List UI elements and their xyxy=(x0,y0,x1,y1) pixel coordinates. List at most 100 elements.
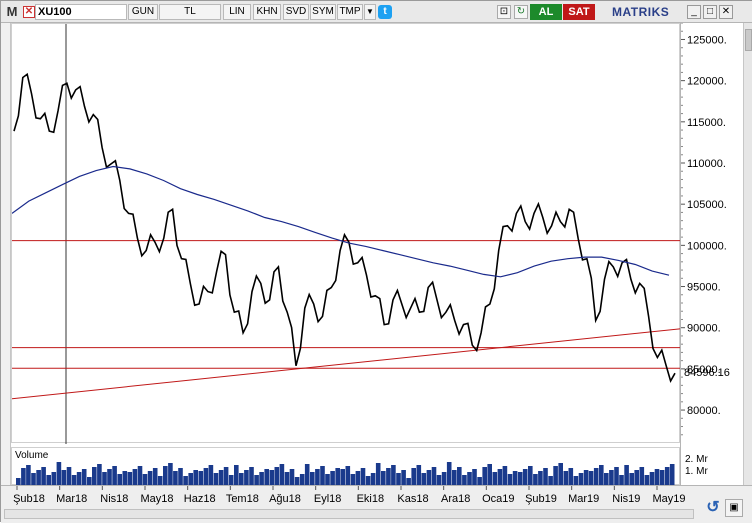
volume-bar xyxy=(599,465,604,486)
window-close-icon[interactable]: ✕ xyxy=(719,5,733,19)
currency-button[interactable]: TL xyxy=(159,4,221,20)
volume-bar xyxy=(583,470,589,486)
volume-bar xyxy=(436,475,442,486)
refresh-icon[interactable]: ↻ xyxy=(514,5,528,19)
volume-tick-label: 1. Mr xyxy=(685,466,708,477)
x-tick-label: Şub18 xyxy=(13,493,45,505)
chart-settings-icon[interactable]: ⊡ xyxy=(497,5,511,19)
volume-bar xyxy=(41,467,46,486)
x-tick-label: Eki18 xyxy=(357,493,385,505)
volume-bar xyxy=(659,470,665,486)
volume-bar xyxy=(360,468,366,486)
volume-bar xyxy=(157,476,163,486)
volume-bar xyxy=(284,472,290,486)
volume-bar xyxy=(66,467,72,486)
chevron-down-icon[interactable]: ▼ xyxy=(364,4,376,20)
close-symbol-icon[interactable]: ✕ xyxy=(23,6,35,18)
volume-bar xyxy=(36,470,41,486)
khn-button[interactable]: KHN xyxy=(253,4,281,20)
volume-bar xyxy=(340,469,345,486)
volume-bar xyxy=(218,470,224,486)
x-tick-label: Ara18 xyxy=(441,493,470,505)
y-tick-label: 95000. xyxy=(687,282,721,294)
volume-bar xyxy=(259,472,264,486)
last-value-label: 84596.16 xyxy=(684,367,730,379)
volume-bar xyxy=(127,472,133,486)
app-logo[interactable]: M xyxy=(6,4,18,19)
scroll-thumb[interactable] xyxy=(745,29,752,51)
lock-icon[interactable]: ▣ xyxy=(725,499,743,517)
volume-bar xyxy=(335,468,340,486)
x-tick-label: May19 xyxy=(652,493,685,505)
volume-bar xyxy=(452,470,457,486)
period-button[interactable]: GUN xyxy=(128,4,158,20)
sync-icon[interactable]: ↺ xyxy=(706,499,720,516)
volume-bar xyxy=(102,472,107,486)
volume-bar xyxy=(97,464,102,486)
volume-bar xyxy=(203,468,209,486)
volume-bar xyxy=(487,464,492,486)
volume-bar xyxy=(538,471,543,486)
volume-bar xyxy=(416,465,422,486)
volume-bar xyxy=(391,465,396,486)
volume-bar xyxy=(188,473,193,486)
volume-bar xyxy=(568,468,574,486)
maximize-icon[interactable]: □ xyxy=(703,5,717,19)
volume-bar xyxy=(370,473,376,486)
volume-bar xyxy=(558,463,563,486)
volume-bar xyxy=(634,470,639,486)
x-tick-label: Ağu18 xyxy=(269,493,301,505)
vertical-scrollbar[interactable] xyxy=(743,23,752,485)
y-tick-label: 80000. xyxy=(687,405,721,417)
volume-bar xyxy=(249,467,254,486)
date-axis: Şub18 Mar18 Nis18 May18 Haz18 Tem18 Ağu18 Eyl18… xyxy=(1,485,752,523)
buy-button[interactable]: AL xyxy=(530,4,562,20)
volume-bar xyxy=(269,470,275,486)
volume-bar xyxy=(654,469,660,486)
volume-bar xyxy=(163,466,168,486)
volume-bar xyxy=(310,472,315,486)
twitter-icon[interactable]: t xyxy=(378,5,392,19)
volume-bar xyxy=(173,471,178,486)
volume-bar xyxy=(76,472,82,486)
volume-bar xyxy=(56,462,62,486)
volume-bar xyxy=(492,472,498,486)
scale-button[interactable]: LIN xyxy=(223,4,251,20)
volume-bar xyxy=(533,474,538,486)
volume-bar xyxy=(294,477,300,486)
template-button[interactable]: TMP xyxy=(337,4,363,20)
volume-bar xyxy=(406,478,411,486)
minimize-icon[interactable]: _ xyxy=(687,5,701,19)
volume-bar xyxy=(132,469,138,486)
volume-bar xyxy=(142,474,148,486)
left-margin xyxy=(1,23,11,485)
volume-bar xyxy=(46,475,51,486)
volume-label: Volume xyxy=(15,450,49,461)
price-axis[interactable]: 80000. 85000. 90000. 95000. 100000. 105000. 11… xyxy=(680,22,743,485)
date-axis-svg: Şub18 Mar18 Nis18 May18 Haz18 Tem18 Ağu18 Eyl18… xyxy=(13,486,686,505)
price-chart[interactable] xyxy=(11,23,682,444)
symbol-input[interactable]: XU100 xyxy=(35,4,127,20)
volume-panel[interactable]: Volume xyxy=(11,447,680,486)
volume-bar xyxy=(71,475,77,486)
y-tick-label: 105000. xyxy=(687,199,727,211)
volume-bar xyxy=(21,468,26,486)
volume-bar xyxy=(426,470,432,486)
svd-button[interactable]: SVD xyxy=(283,4,309,20)
sym-button[interactable]: SYM xyxy=(310,4,336,20)
volume-bar xyxy=(330,471,335,486)
x-tick-label: Haz18 xyxy=(184,493,216,505)
volume-bar xyxy=(441,472,447,486)
volume-bar xyxy=(223,467,229,486)
volume-bar xyxy=(573,476,579,486)
trendline[interactable] xyxy=(11,328,682,400)
x-tick-label: Kas18 xyxy=(397,493,428,505)
y-tick-label: 110000. xyxy=(687,158,726,170)
volume-bar xyxy=(614,467,619,486)
volume-bar xyxy=(87,477,92,486)
sell-button[interactable]: SAT xyxy=(563,4,595,20)
volume-bar xyxy=(446,462,452,486)
horizontal-scrollbar[interactable] xyxy=(4,509,694,519)
volume-bar xyxy=(578,473,584,486)
